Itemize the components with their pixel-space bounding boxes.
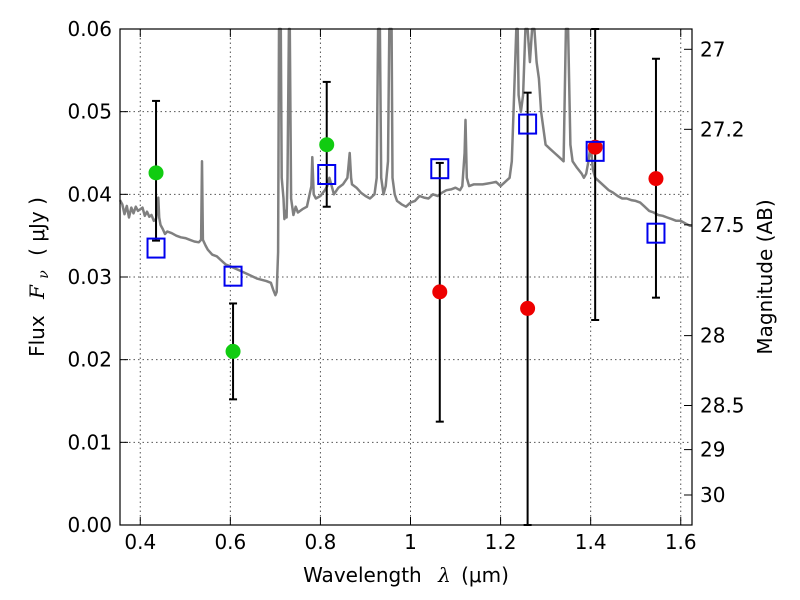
- data-point-square: [146, 237, 166, 259]
- x-tick-label: 1.2: [485, 530, 517, 554]
- model-spectrum-layer: [118, 27, 692, 297]
- y-tick-label: 0.04: [67, 182, 112, 206]
- y-tick-label: 0.00: [67, 513, 112, 537]
- data-point-square: [430, 158, 450, 180]
- x-tick-label: 0.8: [305, 530, 337, 554]
- y2-tick-label: 27.2: [700, 117, 745, 141]
- x-tick-label: 1: [404, 530, 417, 554]
- data-point-square: [518, 113, 538, 135]
- model-spectrum-line: [118, 27, 692, 297]
- x-axis-title-symbol: λ: [437, 563, 451, 587]
- data-point-circle: [319, 137, 335, 153]
- data-point-square: [585, 140, 605, 162]
- y-axis-title-subscript: ν: [36, 270, 52, 279]
- y2-tick-label: 27: [700, 37, 725, 61]
- y-axis-title-prefix: Flux: [25, 315, 49, 357]
- y-tick-label: 0.03: [67, 265, 112, 289]
- data-point-circle: [148, 165, 164, 181]
- x-tick-label: 1.4: [575, 530, 607, 554]
- data-point-square: [317, 163, 337, 185]
- data-point-square: [646, 222, 666, 244]
- x-axis-title-units: (μm): [461, 563, 509, 587]
- y-axis-title: Flux F ν ( μJy ): [25, 197, 53, 357]
- y-tick-label: 0.02: [67, 348, 112, 372]
- data-point-square: [223, 265, 243, 287]
- y2-tick-label: 27.5: [700, 213, 745, 237]
- y2-tick-label: 28.5: [700, 394, 745, 418]
- x-tick-label: 0.6: [214, 530, 246, 554]
- y2-tick-label: 28: [700, 324, 725, 348]
- y-tick-label: 0.01: [67, 430, 112, 454]
- y-axis-title-units: ( μJy ): [25, 197, 49, 256]
- y-tick-label: 0.06: [67, 17, 112, 41]
- y2-axis-title: Magnitude (AB): [753, 199, 777, 354]
- x-tick-label: 0.4: [124, 530, 156, 554]
- grid-layer: [120, 28, 692, 526]
- ticks-layer: 0.4 0.6 0.8 1 1.2 1.4 1.6 0.00 0.01 0.02 0.03 0.04 0…: [67, 17, 744, 554]
- data-point-circle: [648, 171, 664, 187]
- y-axis-title-symbol: F: [25, 284, 49, 300]
- x-axis-title: Wavelength λ (μm): [303, 563, 509, 587]
- x-tick-label: 1.6: [665, 530, 697, 554]
- data-point-circle: [225, 343, 241, 359]
- points-layer: [146, 28, 666, 526]
- y-tick-label: 0.05: [67, 100, 112, 124]
- data-point-circle: [520, 300, 536, 316]
- data-point-circle: [432, 284, 448, 300]
- y2-tick-label: 30: [700, 483, 725, 507]
- data-point-circle: [587, 139, 603, 155]
- y2-tick-label: 29: [700, 438, 725, 462]
- x-axis-title-prefix: Wavelength: [303, 563, 422, 587]
